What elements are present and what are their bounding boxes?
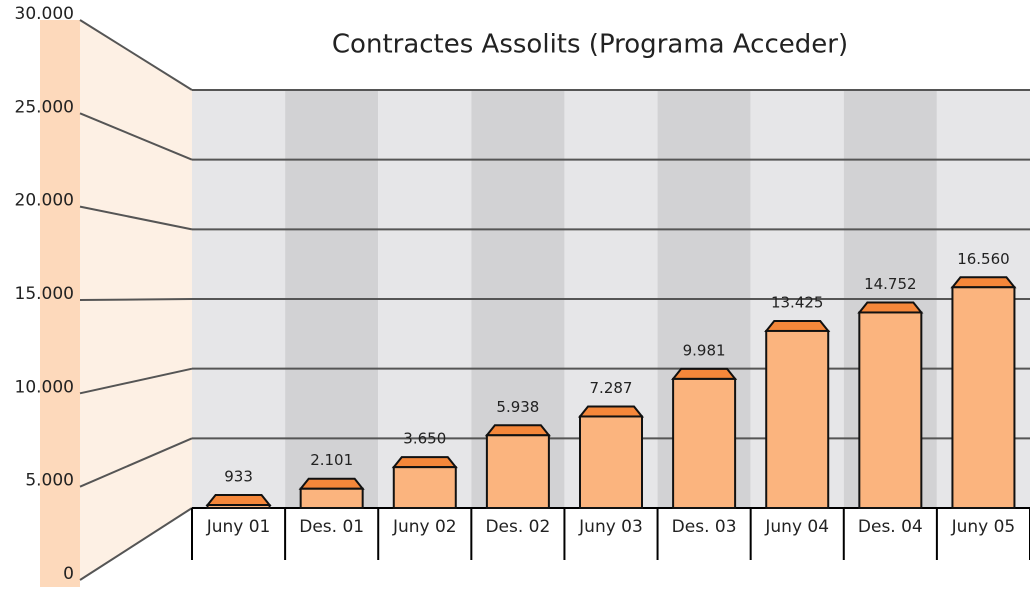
x-tick-label: Des. 04: [858, 517, 923, 537]
bar-top: [857, 301, 924, 314]
bar: [392, 466, 457, 510]
bar-top: [764, 319, 831, 332]
bar-top: [950, 276, 1017, 289]
x-tick-label: Des. 01: [299, 517, 364, 537]
bar: [206, 504, 271, 510]
y-tick-label: 5.000: [25, 471, 74, 491]
value-label: 9.981: [683, 341, 726, 359]
bar: [579, 415, 643, 510]
grid-line: [79, 298, 193, 301]
bar-top: [577, 405, 645, 418]
value-label: 16.560: [957, 250, 1010, 268]
bar-top: [671, 367, 738, 380]
side-band: [40, 20, 80, 587]
grid-line: [79, 19, 193, 91]
grid-line: [79, 112, 193, 161]
grid-line: [79, 367, 193, 395]
bar: [765, 329, 830, 509]
chart-title: Contractes Assolits (Programa Acceder): [332, 30, 848, 60]
bar: [951, 286, 1016, 509]
x-tick-label: Juny 04: [764, 517, 829, 537]
bar: [299, 487, 364, 510]
value-label: 3.650: [403, 430, 446, 448]
grid-line: [79, 507, 193, 581]
bar: [672, 377, 737, 509]
value-label: 2.101: [310, 451, 353, 469]
bar-top: [205, 494, 272, 507]
x-tick-label: Juny 05: [951, 517, 1016, 537]
x-tick-label: Des. 03: [672, 517, 737, 537]
grid-line: [79, 437, 193, 488]
y-tick-label: 10.000: [15, 377, 74, 397]
value-label: 5.938: [496, 398, 539, 416]
x-tick-label: Des. 02: [485, 517, 550, 537]
y-tick-label: 25.000: [15, 97, 74, 117]
x-tick-label: Juny 03: [578, 517, 643, 537]
value-label: 13.425: [771, 293, 824, 311]
y-tick-label: 30.000: [15, 4, 74, 24]
y-tick-label: 15.000: [15, 284, 74, 304]
bar-top: [484, 424, 551, 437]
bar-top: [391, 456, 458, 469]
y-tick-label: 0: [63, 564, 74, 584]
bar: [858, 311, 923, 510]
value-label: 14.752: [864, 275, 917, 293]
grid-line: [79, 205, 193, 231]
x-tick-label: Juny 01: [206, 517, 271, 537]
value-label: 7.287: [590, 379, 633, 397]
bar: [485, 434, 550, 509]
y-tick-label: 20.000: [15, 191, 74, 211]
x-tick-label: Juny 02: [392, 517, 457, 537]
bar-top: [298, 477, 365, 490]
value-label: 933: [224, 468, 253, 486]
